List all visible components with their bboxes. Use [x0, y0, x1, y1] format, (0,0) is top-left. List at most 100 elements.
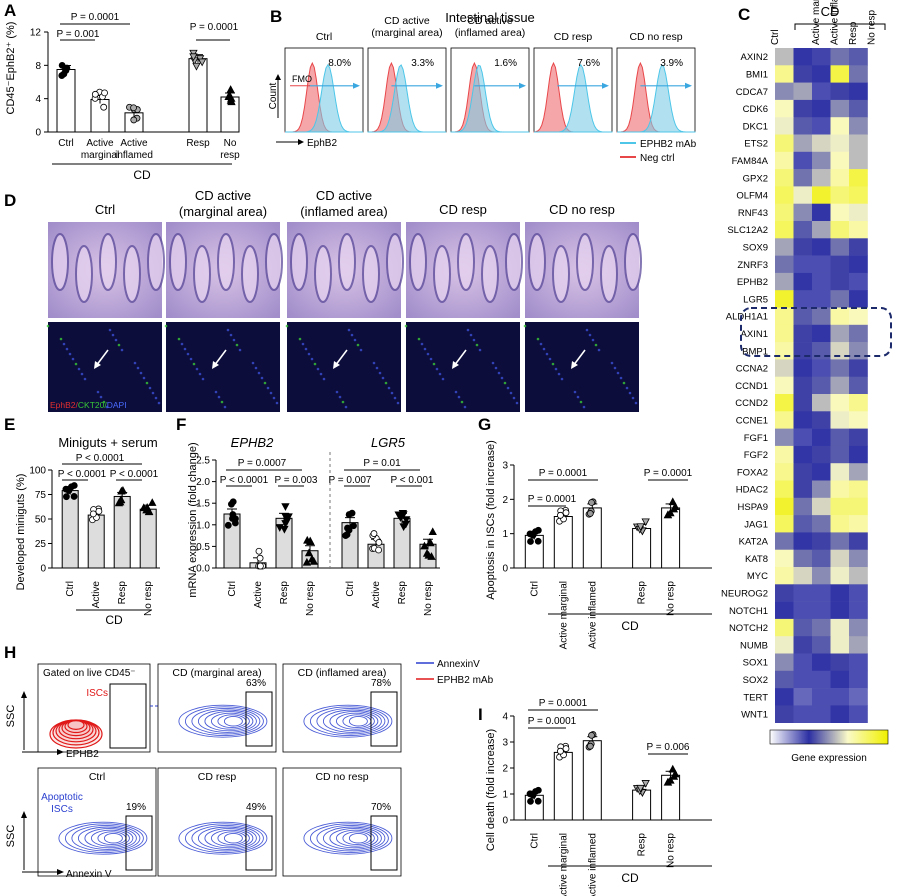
- category-label: inflamed: [115, 150, 153, 161]
- y-tick-label: 1.5: [196, 499, 210, 510]
- crypt-shape: [457, 233, 475, 291]
- data-point: [666, 508, 675, 517]
- nucleus-dot: [229, 333, 233, 337]
- heatmap-cell: [849, 480, 868, 499]
- crypt-shape: [75, 245, 93, 303]
- panel-f: EPHB2 LGR5 mRNA expression (fold change)…: [187, 435, 440, 616]
- panel-e-labels: Ctrl Active Resp No resp: [65, 581, 154, 616]
- nucleus-dot: [108, 328, 112, 332]
- heatmap-cell: [812, 203, 831, 222]
- isc-label: ISCs: [86, 688, 108, 699]
- data-point: [231, 519, 239, 527]
- bar: [632, 528, 652, 569]
- sig-text: P < 0.0001: [76, 453, 125, 464]
- heatmap-cell: [812, 255, 831, 274]
- bar: [87, 514, 105, 569]
- nucleus-dot: [251, 361, 255, 365]
- nucleus-dot: [506, 386, 510, 390]
- gate-arrowhead: [353, 82, 360, 89]
- nucleus-dot: [631, 396, 635, 400]
- nucleus-dot: [597, 348, 601, 352]
- heatmap-cell: [775, 705, 794, 723]
- gate-arrowhead: [436, 82, 443, 89]
- row-label: BMP1: [742, 346, 768, 357]
- nucleus-dot: [114, 338, 118, 342]
- heatmap-cell: [793, 169, 813, 187]
- heatmap-cell: [775, 186, 794, 204]
- row-label: ZNRF3: [737, 260, 768, 271]
- nucleus-dot: [539, 342, 543, 346]
- bar: [553, 751, 573, 821]
- nucleus-dot: [235, 343, 239, 347]
- crypt-shape: [433, 245, 451, 303]
- crypt-shape: [314, 245, 332, 303]
- category-label: Resp: [637, 581, 648, 605]
- category-label: resp: [220, 150, 240, 161]
- nucleus-dot: [301, 342, 305, 346]
- panel-a-ylabel: CD45⁻EphB2⁺ (%): [5, 22, 17, 115]
- heatmap-cell: [830, 272, 850, 291]
- heatmap-cell: [793, 134, 813, 153]
- histogram-percent: 1.6%: [494, 58, 517, 69]
- contour: [84, 828, 134, 849]
- heatmap-cell: [793, 65, 813, 83]
- panel-f-bars: [223, 498, 437, 570]
- contour: [348, 832, 368, 844]
- heatmap-cell: [775, 688, 794, 706]
- data-point: [671, 769, 680, 778]
- heatmap-cell: [775, 497, 794, 516]
- gate-percent: 63%: [246, 678, 266, 689]
- contour: [103, 832, 123, 844]
- nucleus-dot: [554, 367, 558, 371]
- panel-b-title: Intestinal tissue: [445, 10, 535, 25]
- arrow-head: [333, 361, 340, 369]
- heatmap-cell: [775, 324, 794, 343]
- y-tick-label: 3: [502, 461, 508, 472]
- category-label: Ctrl: [58, 138, 74, 149]
- panel-e-title: Miniguts + serum: [58, 435, 157, 450]
- heatmap-cell: [849, 134, 868, 153]
- sig-text: P = 0.001: [57, 29, 100, 40]
- panel-letter-b: B: [270, 7, 282, 26]
- data-point: [426, 538, 435, 547]
- image-title: CD active: [195, 188, 251, 203]
- contour: [90, 829, 130, 847]
- data-point: [309, 556, 319, 565]
- panel-f-ylabel: mRNA expression (fold change): [187, 442, 199, 597]
- crypt-shape: [576, 233, 594, 291]
- y-tick-label: 2.5: [196, 456, 210, 467]
- nucleus-dot: [341, 400, 345, 404]
- nucleus-dot: [585, 328, 589, 332]
- heatmap-cell: [830, 480, 850, 499]
- contour: [223, 832, 243, 844]
- nucleus-dot: [420, 342, 424, 346]
- nucleus-dot: [634, 401, 638, 405]
- nucleus-dot: [542, 347, 546, 351]
- y-tick-label: 2: [502, 764, 508, 775]
- panel-b-legend: EPHB2 mAb Neg ctrl: [620, 139, 697, 164]
- category-label: Resp: [637, 833, 648, 857]
- data-point: [116, 497, 125, 506]
- row-label: RNF43: [738, 208, 768, 219]
- heatmap-cell: [775, 515, 794, 533]
- panel-i-sig: P = 0.0001 P = 0.0001 P = 0.006: [528, 698, 690, 755]
- bar: [90, 99, 110, 133]
- heatmap-cell: [812, 221, 831, 239]
- legend-label: AnnexinV: [437, 659, 480, 670]
- heatmap-cell: [830, 255, 850, 274]
- panel-a-sig: P = 0.0001 P = 0.001 P = 0.0001: [57, 12, 239, 41]
- panel-i-ylabel: Cell death (fold increase): [485, 729, 497, 851]
- heatmap-cell: [830, 376, 850, 395]
- nucleus-dot: [579, 400, 583, 404]
- nucleus-dot: [99, 395, 103, 399]
- nucleus-dot: [441, 377, 445, 381]
- nucleus-dot: [198, 372, 202, 376]
- heatmap-cell: [830, 497, 850, 516]
- panel-h: Gated on live CD45⁻ ISCs CD (marginal area…: [5, 659, 494, 880]
- heatmap-cell: [812, 134, 831, 153]
- heatmap-cell: [849, 221, 868, 239]
- sig-text: P = 0.0001: [539, 468, 588, 479]
